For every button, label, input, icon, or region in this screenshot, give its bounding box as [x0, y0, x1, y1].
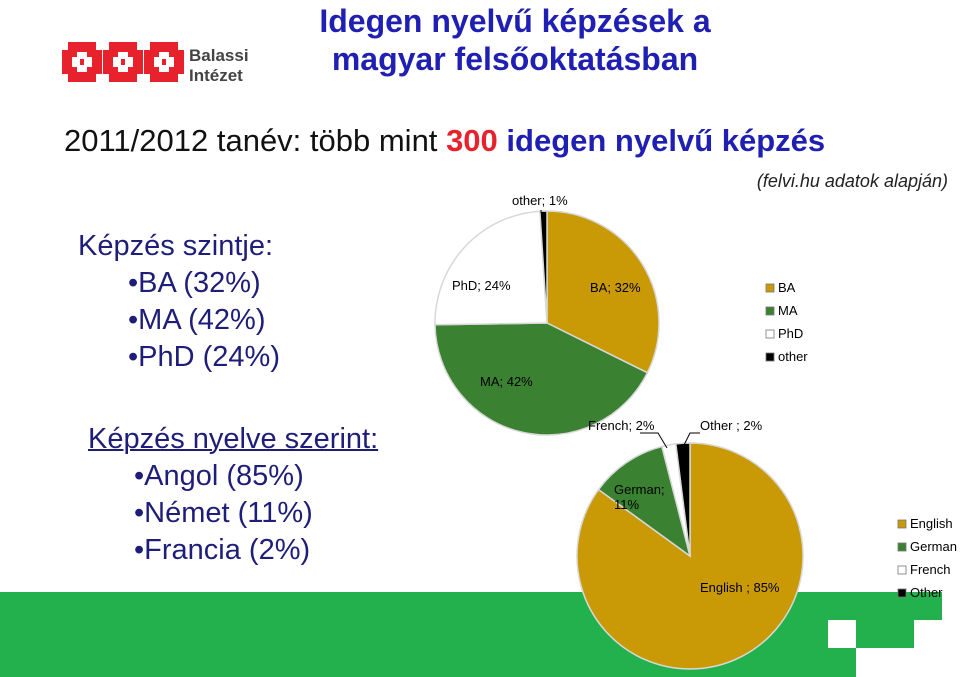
title-line-1: Idegen nyelvű képzések a — [319, 3, 711, 39]
languages-item: Francia (2%) — [88, 532, 378, 569]
languages-heading: Képzés nyelve szerint: — [88, 423, 379, 455]
data-label-german: German; 11% — [614, 482, 665, 512]
levels-heading: Képzés szintje: — [78, 230, 274, 262]
legend-swatch-german — [897, 542, 907, 552]
levels-item: BA (32%) — [78, 265, 280, 302]
legend-entry-phd: PhD — [778, 326, 803, 341]
pie-slice-other — [674, 442, 691, 557]
subtitle-post: idegen nyelvű képzés — [506, 123, 826, 158]
label-leader-line — [682, 432, 700, 448]
data-label-french: French; 2% — [588, 418, 655, 433]
pie-slice-german — [597, 445, 692, 558]
subtitle-pre: 2011/2012 tanév: több mint — [64, 123, 438, 158]
footer-green-band — [0, 592, 942, 677]
legend-entry-german: German — [910, 539, 957, 554]
data-label-phd: PhD; 24% — [452, 278, 511, 293]
footer-decoration — [0, 592, 942, 677]
legend-swatch-ba — [765, 283, 775, 293]
subtitle: 2011/2012 tanév: több mint 300 idegen ny… — [64, 123, 825, 159]
languages-block: Képzés nyelve szerint: Angol (85%) Német… — [88, 421, 378, 569]
legend-swatch-phd — [765, 329, 775, 339]
label-leader-line — [640, 432, 668, 449]
pie-slice-ma — [434, 322, 649, 436]
subtitle-highlight: 300 — [446, 123, 498, 158]
title-line-2: magyar felsőoktatásban — [331, 41, 699, 77]
legend-entry-french: French — [910, 562, 950, 577]
levels-item: MA (42%) — [78, 302, 280, 339]
legend-entry-ba: BA — [778, 280, 796, 295]
page-title: Idegen nyelvű képzések a magyar felsőokt… — [270, 2, 760, 78]
data-label-ba: BA; 32% — [590, 280, 641, 295]
logo-line-2: Intézet — [189, 66, 243, 85]
logo-text: Balassi Intézet — [189, 46, 249, 86]
languages-item: Angol (85%) — [88, 458, 378, 495]
legend-entry-english: English — [910, 516, 953, 531]
legend-swatch-other — [765, 352, 775, 362]
legend-entry-ma: MA — [778, 303, 798, 318]
footer-notch — [828, 620, 856, 648]
levels-block: Képzés szintje: BA (32%) MA (42%) PhD (2… — [78, 228, 280, 376]
pie-slice-french — [660, 443, 691, 557]
legend-entry-other: other — [778, 349, 808, 364]
pie-slice-other — [539, 210, 548, 324]
pie-slice-phd — [434, 210, 548, 326]
legend-swatch-ma — [765, 306, 775, 316]
legend-swatch-french — [897, 565, 907, 575]
languages-item: Német (11%) — [88, 495, 378, 532]
pie-slice-ba — [546, 210, 660, 374]
data-label-other: other; 1% — [512, 193, 568, 208]
source-note: (felvi.hu adatok alapján) — [756, 171, 948, 191]
logo-line-1: Balassi — [189, 46, 249, 65]
balassi-logo-icon — [62, 42, 184, 82]
levels-item: PhD (24%) — [78, 339, 280, 376]
data-label-ma: MA; 42% — [480, 374, 533, 389]
legend-swatch-english — [897, 519, 907, 529]
data-label-other: Other ; 2% — [700, 418, 763, 433]
